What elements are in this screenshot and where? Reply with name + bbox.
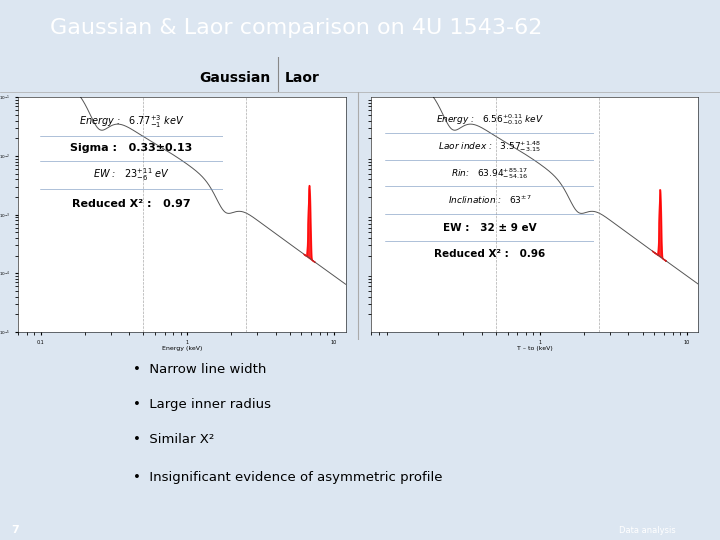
Text: Reduced X² :   0.97: Reduced X² : 0.97 [72,199,191,210]
Text: •  Insignificant evidence of asymmetric profile: • Insignificant evidence of asymmetric p… [133,471,443,484]
X-axis label: T – to (keV): T – to (keV) [517,346,552,351]
Text: Gaussian & Laor comparison on 4U 1543-62: Gaussian & Laor comparison on 4U 1543-62 [50,17,543,38]
Text: •  Narrow line width: • Narrow line width [133,363,266,376]
Text: Reduced X² :   0.96: Reduced X² : 0.96 [434,249,545,259]
Text: Laor index :   $3.57^{+1.48}_{-3.15}$: Laor index : $3.57^{+1.48}_{-3.15}$ [438,139,541,154]
Text: •  Large inner radius: • Large inner radius [133,398,271,411]
Text: Data analysis: Data analysis [619,525,676,535]
Text: Sigma :   0.33±0.13: Sigma : 0.33±0.13 [71,144,192,153]
Text: Rin:   $63.94^{+85.17}_{-54.16}$: Rin: $63.94^{+85.17}_{-54.16}$ [451,166,528,181]
Text: 7: 7 [11,525,19,535]
Text: Energy :   $6.56^{+0.11}_{-0.10}\ keV$: Energy : $6.56^{+0.11}_{-0.10}\ keV$ [436,112,544,126]
Text: EW :   $23^{+11}_{-6}\ eV$: EW : $23^{+11}_{-6}\ eV$ [93,166,170,184]
Text: Laor: Laor [284,71,319,85]
Text: •  Similar X²: • Similar X² [133,433,215,446]
Text: Inclination :   $63^{\pm7}$: Inclination : $63^{\pm7}$ [448,194,531,206]
X-axis label: Energy (keV): Energy (keV) [161,346,202,351]
Text: EW :   32 ± 9 eV: EW : 32 ± 9 eV [443,222,536,233]
Text: Energy :   $6.77^{+3}_{-1}\ keV$: Energy : $6.77^{+3}_{-1}\ keV$ [78,113,184,130]
Text: Gaussian: Gaussian [199,71,270,85]
